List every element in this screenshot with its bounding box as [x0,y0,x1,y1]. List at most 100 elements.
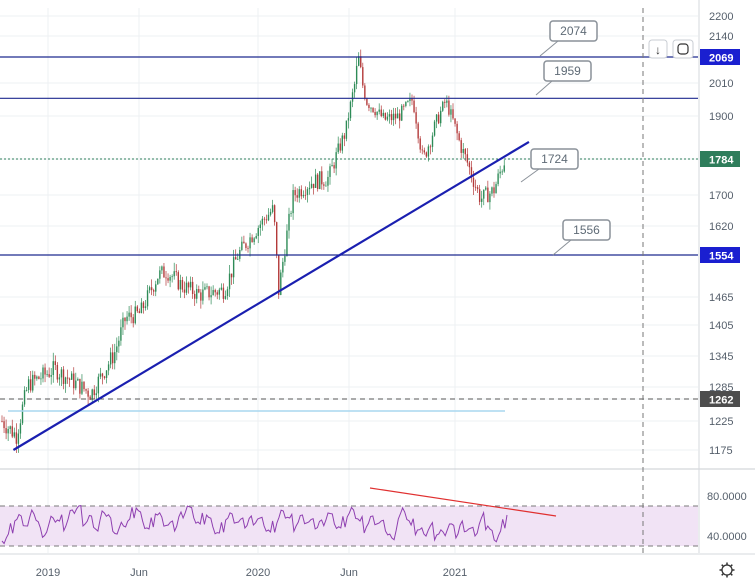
refresh-icon [677,43,689,55]
candle [64,376,67,393]
candle-body [503,165,505,172]
candle-body [157,278,159,285]
candle [382,109,384,119]
candle-body [5,428,7,434]
candle-body [399,113,401,121]
rsi-divergence-line [369,487,557,517]
candle-body [343,135,346,139]
candle-body [97,376,100,394]
price-callout[interactable]: 1959 [535,60,592,96]
candle-body [339,143,341,151]
price-callout[interactable]: 2074 [539,20,598,57]
candle [259,220,261,236]
candle-body [228,273,231,290]
button-frame [648,39,668,59]
candle [101,372,104,385]
candle-body [109,352,112,365]
candle [349,100,352,121]
price-axis-tick: 1700 [709,190,733,202]
candle-body [200,292,202,301]
candle-body [148,287,151,291]
candle-body [62,369,65,384]
candle [91,388,93,404]
candle-body [122,317,124,328]
candle-body [292,190,294,214]
candle-body [17,433,20,444]
candle-body [302,194,305,197]
price-axis-badge [700,391,740,407]
candle-body [161,266,163,271]
candle-body [1,421,3,422]
price-callout[interactable]: 1724 [520,148,579,183]
candle [296,188,298,203]
gear-icon[interactable] [719,562,735,578]
candle [122,312,124,336]
candle-body [267,214,270,221]
candle [214,288,216,297]
candle-body [15,432,18,444]
candle-body [241,241,243,250]
candle-body [116,346,118,353]
candle [220,283,223,291]
gear-ring [721,564,733,576]
candle-body [278,254,280,295]
candle-body [191,281,194,294]
scroll-down-button[interactable]: ↓ [648,39,668,59]
candle [75,372,77,391]
candle [13,427,15,439]
candle [294,186,296,202]
candle [200,289,202,309]
candle [474,179,477,191]
candle-body [118,340,120,347]
candle [390,109,393,125]
price-axis-tick: 2200 [709,11,733,23]
candle-body [224,296,227,299]
candle-body [134,306,136,324]
candle [66,369,69,384]
candle [323,182,325,190]
candle-body [56,365,59,380]
candle-body [189,281,192,288]
candle-body [282,261,284,273]
candle [358,52,360,67]
candle-body [374,111,376,116]
candle [23,386,26,407]
candle [347,112,350,129]
candle [423,147,425,155]
candle-body [263,218,266,220]
candle [5,419,7,440]
candle-body [321,171,323,185]
candle-body [114,352,116,364]
candle-body [21,404,24,424]
trendline[interactable] [12,141,530,451]
candle [169,274,171,288]
candle [321,166,323,190]
candle-body [251,237,253,243]
candle [308,181,311,195]
price-callout[interactable]: 1556 [552,219,611,256]
candle-body [83,381,85,390]
candle [286,224,288,257]
candle [144,299,147,311]
candle-body [323,184,325,186]
candle-body [450,109,452,115]
candle-body [437,114,440,124]
candle-body [77,378,79,381]
candle-body [230,273,233,278]
candle-body [378,109,380,112]
candle [452,103,454,120]
candle-body [34,374,36,379]
candle-body [187,282,190,288]
candle-body [382,112,384,117]
candle [372,107,374,114]
candle-body [124,317,126,322]
reset-view-button[interactable] [672,39,694,59]
candle [454,118,456,127]
candle-body [198,288,200,293]
candle [58,373,61,386]
candle-body [66,377,69,379]
candle-body [474,186,477,188]
candle-body [247,247,249,249]
candle [380,105,382,118]
